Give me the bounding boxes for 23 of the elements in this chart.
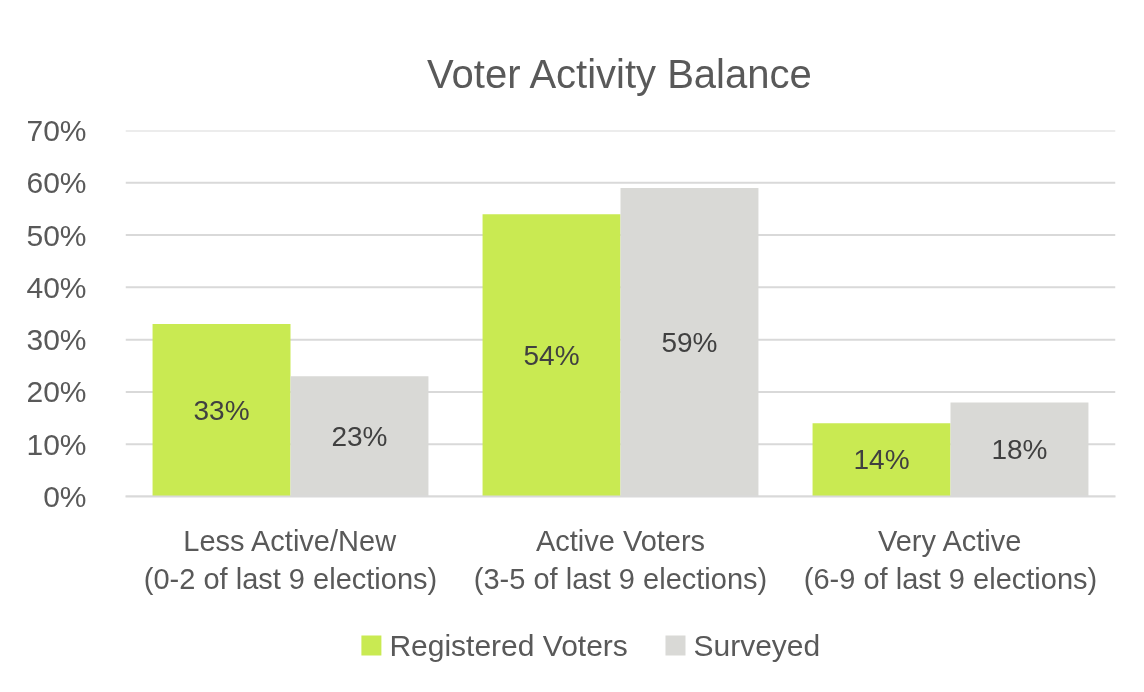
y-tick-label: 0% — [43, 480, 87, 513]
y-tick-label: 60% — [26, 166, 87, 200]
bar — [152, 323, 291, 497]
data-label: 54% — [523, 339, 580, 371]
legend-label: Surveyed — [693, 629, 821, 662]
data-label: 59% — [661, 326, 718, 358]
data-label: 14% — [853, 444, 910, 476]
x-tick-label: Less Active/New (0-2 of last 9 elections) — [143, 524, 438, 595]
y-tick-label: 70% — [26, 114, 87, 147]
bar — [812, 423, 951, 497]
bar — [482, 214, 621, 497]
data-label: 33% — [193, 394, 250, 426]
chart-title: Voter Activity Balance — [427, 51, 812, 96]
legend-label: Registered Voters — [389, 629, 628, 662]
x-tick-label: Active Voters (3-5 of last 9 elections) — [473, 524, 768, 595]
y-tick-label: 50% — [26, 218, 87, 252]
x-tick-label: Very Active (6-9 of last 9 elections) — [803, 524, 1098, 595]
y-tick-label: 40% — [26, 270, 87, 304]
y-tick-label: 20% — [26, 375, 87, 409]
y-tick-label: 30% — [26, 323, 87, 357]
y-tick-label: 10% — [26, 427, 87, 461]
data-label: 18% — [991, 433, 1048, 465]
data-label: 23% — [331, 420, 388, 452]
